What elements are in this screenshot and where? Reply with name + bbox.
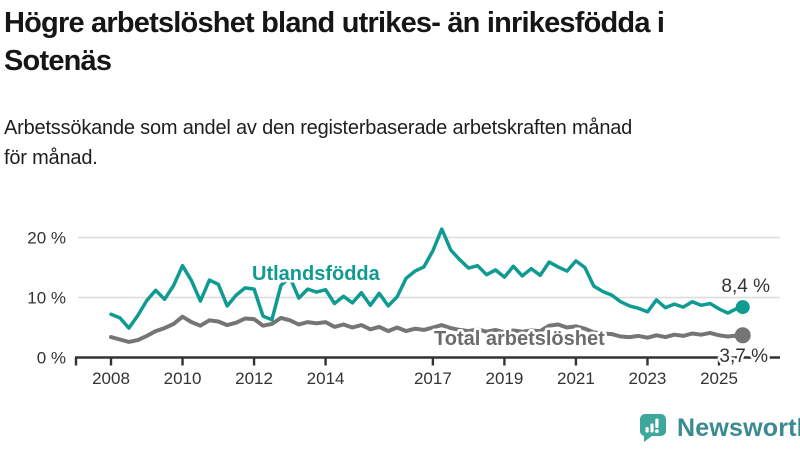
x-axis-tick-label: 2019	[485, 369, 523, 388]
x-axis-tick-label: 2010	[164, 369, 202, 388]
page-subtitle: Arbetssökande som andel av den registerb…	[4, 117, 633, 169]
x-axis-tick-label: 2012	[235, 369, 273, 388]
newsworthy-logo-text: Newsworthy	[677, 413, 800, 442]
series-end-value-label: 8,4 %	[721, 276, 770, 297]
series-line	[109, 227, 742, 330]
series-end-dot	[734, 327, 751, 344]
series-line	[109, 314, 742, 344]
series-label: Total arbetslöshet	[434, 328, 605, 350]
x-axis-tick-label: 2021	[557, 369, 595, 388]
newsworthy-bar-chart-bubble-icon	[640, 414, 666, 442]
series-end-dot	[735, 300, 750, 315]
y-axis-tick-label: 0 %	[37, 349, 66, 368]
x-axis-tick-label: 2008	[92, 369, 130, 388]
y-axis-tick-label: 20 %	[27, 229, 66, 248]
x-axis-tick-label: 2014	[307, 369, 345, 388]
y-axis-tick-label: 10 %	[27, 289, 66, 308]
series-end-value-label: 3,7 %	[719, 346, 768, 367]
page-title: Högre arbetslöshet bland utrikes- än inr…	[4, 7, 665, 77]
x-axis-tick-label: 2017	[414, 369, 452, 388]
series-label: Utlandsfödda	[252, 263, 381, 285]
newsworthy-logo: Newsworthy	[638, 412, 800, 444]
x-axis-tick-label: 2023	[629, 369, 667, 388]
x-axis-tick-label: 2025	[700, 369, 738, 388]
